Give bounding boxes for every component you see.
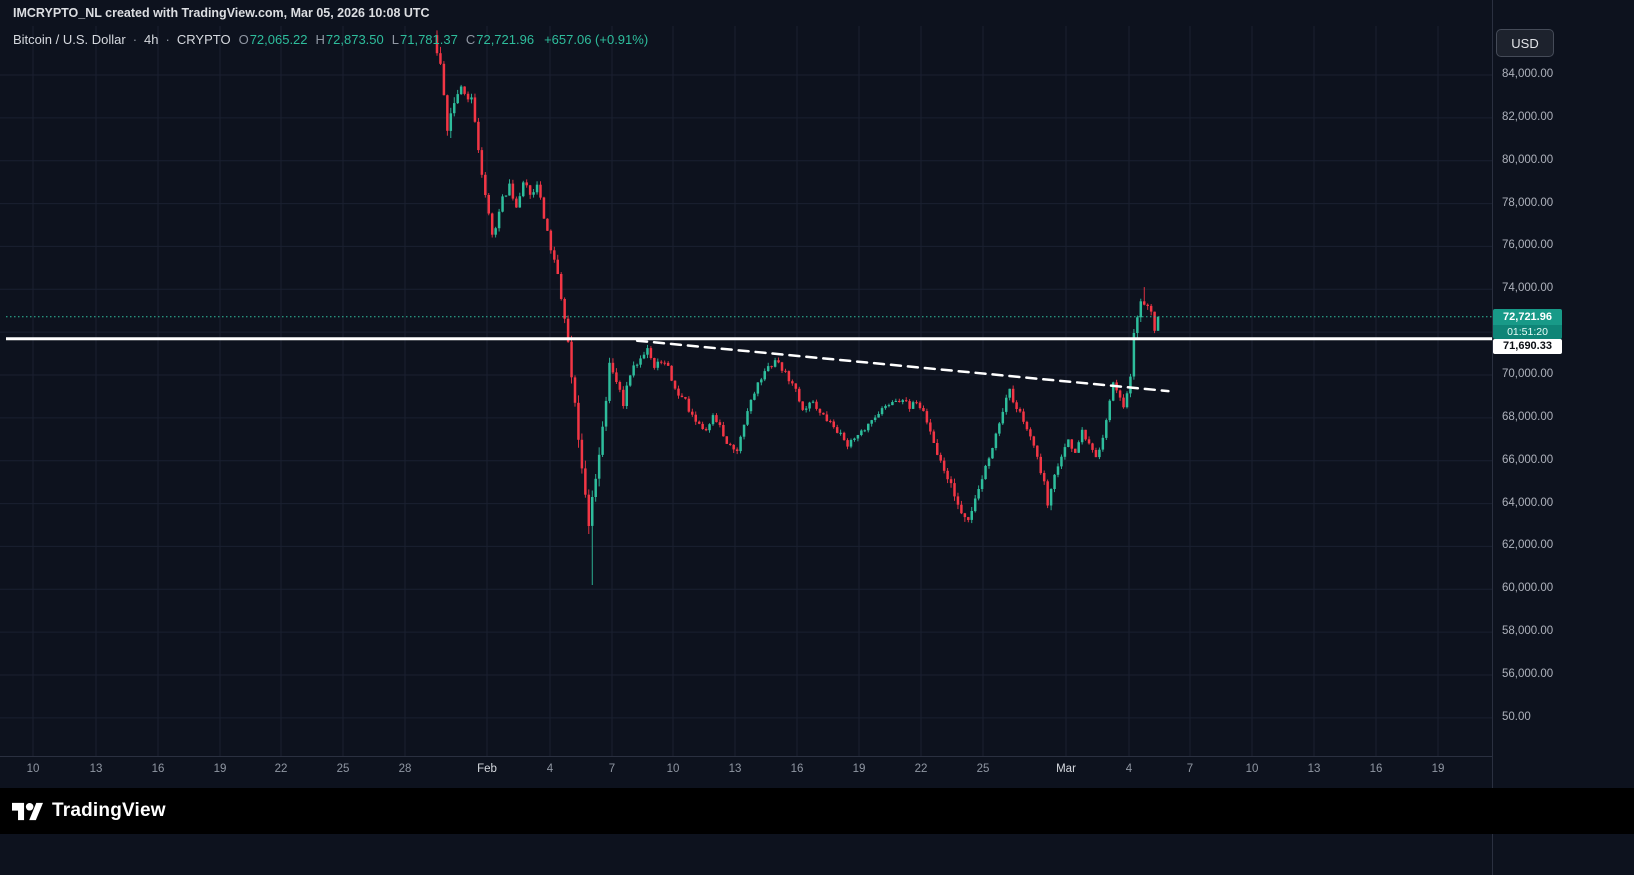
descending-trendline-drawing[interactable] <box>635 339 1170 393</box>
ohlc-low-value: 71,781.37 <box>400 32 458 47</box>
time-tick-label: 10 <box>666 763 680 775</box>
time-tick-label: 22 <box>274 763 288 775</box>
horizontal-line-price-label: 71,690.33 <box>1493 339 1562 355</box>
time-axis[interactable]: 10 13 16 19 22 25 28 Feb 4 7 10 13 16 19 22 25 Mar 4 7 10 13… <box>0 756 1492 786</box>
change-value: +657.06 (+0.91%) <box>544 32 649 47</box>
price-tick-label: 62,000.00 <box>1502 539 1554 552</box>
time-tick-label: 16 <box>151 763 165 775</box>
ohlc-low-key: L <box>391 32 399 47</box>
price-tick-label: 64,000.00 <box>1502 496 1554 509</box>
time-tick-label: 10 <box>26 763 40 775</box>
legend-separator: · <box>132 32 138 47</box>
price-tick-label: 84,000.00 <box>1502 68 1554 80</box>
tradingview-logo[interactable]: TradingView <box>12 800 166 823</box>
ohlc-high-key: H <box>315 32 325 47</box>
time-tick-label: Mar <box>1056 763 1076 775</box>
time-tick-label: 19 <box>1431 763 1445 775</box>
interval-label[interactable]: 4h <box>144 32 159 47</box>
ohlc-open-key: O <box>238 32 249 47</box>
ohlc-open: O72,065.22 <box>239 32 308 47</box>
ohlc-close-value: 72,721.96 <box>476 32 535 47</box>
ohlc-high: H72,873.50 <box>316 32 384 47</box>
time-tick-label: 7 <box>608 763 616 775</box>
snapshot-watermark: IMCRYPTO_NL created with TradingView.com… <box>13 6 430 20</box>
time-tick-label: 4 <box>546 763 554 775</box>
bar-countdown: 01:51:20 <box>1493 324 1562 339</box>
time-tick-label: Feb <box>477 763 497 775</box>
current-price-value: 72,721.96 <box>1493 308 1562 325</box>
time-tick-label: 25 <box>336 763 350 775</box>
time-tick-label: 19 <box>852 763 866 775</box>
time-tick-label: 19 <box>213 763 227 775</box>
price-tick-label: 58,000.00 <box>1502 625 1554 638</box>
price-axis[interactable]: 84,000.00 82,000.00 80,000.00 78,000.00 76,0… <box>1492 0 1634 875</box>
time-tick-label: 7 <box>1186 763 1194 775</box>
price-tick-label: 74,000.00 <box>1502 282 1554 295</box>
price-tick-label: 60,000.00 <box>1502 582 1554 595</box>
ohlc-close-key: C <box>465 32 476 47</box>
legend-separator: · <box>165 32 170 47</box>
candlesticks <box>435 30 1160 585</box>
price-tick-label: 70,000.00 <box>1502 368 1554 380</box>
time-tick-label: 25 <box>976 763 990 775</box>
price-tick-label: 78,000.00 <box>1502 196 1554 209</box>
footer-bar: TradingView <box>0 788 1634 834</box>
price-tick-label: 50.00 <box>1502 710 1531 723</box>
price-tick-label: 82,000.00 <box>1502 110 1554 123</box>
price-tick-label: 66,000.00 <box>1502 453 1554 466</box>
symbol-title[interactable]: Bitcoin / U.S. Dollar <box>13 32 126 47</box>
ohlc-open-value: 72,065.22 <box>249 32 308 47</box>
time-tick-label: 16 <box>1369 763 1383 775</box>
time-tick-label: 10 <box>1245 763 1259 775</box>
chart-legend: Bitcoin / U.S. Dollar · 4h · CRYPTO O72,… <box>13 32 648 47</box>
time-tick-label: 13 <box>89 763 103 775</box>
exchange-label[interactable]: CRYPTO <box>176 32 231 47</box>
tradingview-logo-text: TradingView <box>52 800 166 821</box>
current-price-badge: 72,721.96 01:51:20 <box>1493 308 1562 339</box>
ohlc-low: L71,781.37 <box>392 32 458 47</box>
ohlc-close: C72,721.96 <box>466 32 534 47</box>
time-tick-label: 22 <box>914 763 928 775</box>
time-tick-label: 4 <box>1125 763 1133 775</box>
time-tick-label: 28 <box>398 763 412 775</box>
tradingview-logo-icon <box>12 802 43 820</box>
price-tick-label: 56,000.00 <box>1502 668 1554 680</box>
time-tick-label: 16 <box>790 763 804 775</box>
currency-button[interactable]: USD <box>1496 29 1554 57</box>
time-tick-label: 13 <box>728 763 742 775</box>
time-tick-label: 13 <box>1307 763 1321 775</box>
price-tick-label: 68,000.00 <box>1502 410 1554 423</box>
grid-lines <box>0 26 1492 756</box>
price-tick-label: 76,000.00 <box>1502 239 1554 252</box>
ohlc-high-value: 72,873.50 <box>325 32 384 47</box>
price-tick-label: 80,000.00 <box>1502 153 1554 166</box>
